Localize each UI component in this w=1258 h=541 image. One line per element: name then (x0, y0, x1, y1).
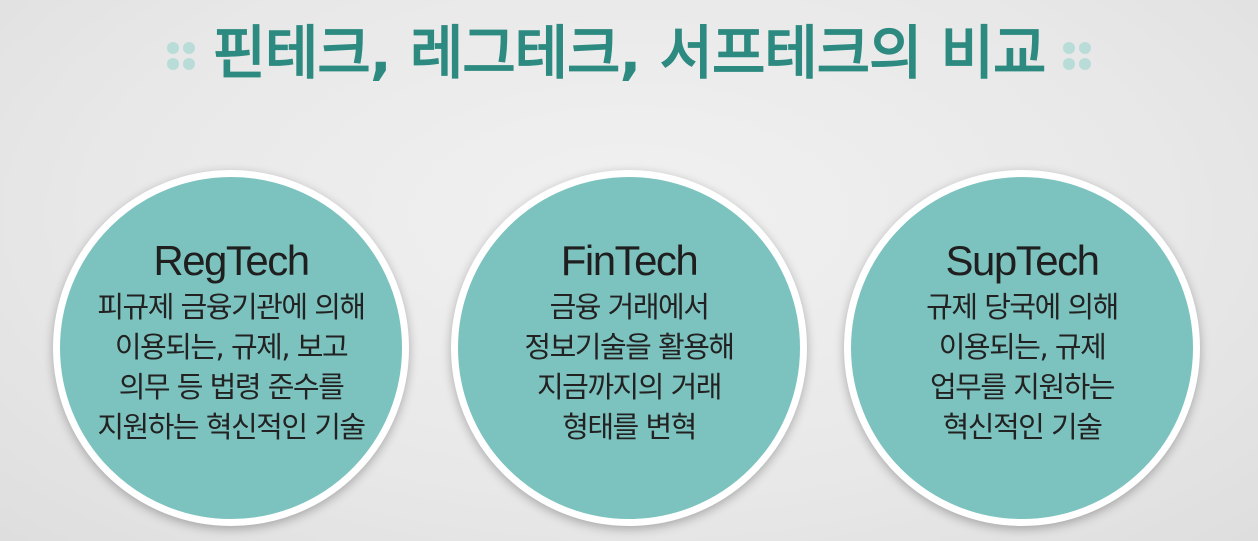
dot (1063, 58, 1076, 70)
dot (166, 58, 179, 70)
suptech-circle: SupTech 규제 당국에 의해 이용되는, 규제 업무를 지원하는 혁신적인… (844, 170, 1200, 526)
circle-line: 업무를 지원하는 (930, 370, 1115, 404)
circle-line: 이용되는, 규제, 보고 (114, 330, 349, 364)
circle-line: 지금까지의 거래 (537, 370, 722, 404)
circle-line: 의무 등 법령 준수를 (118, 370, 345, 404)
circle-heading: SupTech (945, 237, 1100, 284)
page-title: 핀테크, 레그테크, 서프테크의 비교 (212, 19, 1047, 87)
circle-heading: RegTech (153, 237, 310, 284)
dot (182, 58, 195, 70)
title-row: 핀테크, 레그테크, 서프테크의 비교 (0, 18, 1258, 88)
regtech-circle: RegTech 피규제 금융기관에 의해 이용되는, 규제, 보고 의무 등 법… (53, 170, 409, 526)
circle-line: 혁신적인 기술 (942, 410, 1103, 444)
dot (182, 42, 195, 54)
circle-line: 이용되는, 규제 (938, 330, 1107, 364)
circle-line: 금융 거래에서 (549, 290, 710, 324)
circle-line: 규제 당국에 의해 (926, 290, 1119, 324)
dot (1063, 42, 1076, 54)
circle-line: 형태를 변혁 (562, 410, 697, 444)
circle-line: 피규제 금융기관에 의해 (97, 290, 366, 324)
circle-line: 정보기술을 활용해 (524, 330, 735, 364)
dot (166, 42, 179, 54)
right-dots-icon (1063, 42, 1092, 70)
dot (1079, 58, 1092, 70)
fintech-circle: FinTech 금융 거래에서 정보기술을 활용해 지금까지의 거래 형태를 변… (451, 170, 807, 526)
dot (1079, 42, 1092, 54)
circle-heading: FinTech (560, 237, 699, 284)
circle-line: 지원하는 혁신적인 기술 (97, 410, 366, 444)
left-dots-icon (166, 42, 195, 70)
